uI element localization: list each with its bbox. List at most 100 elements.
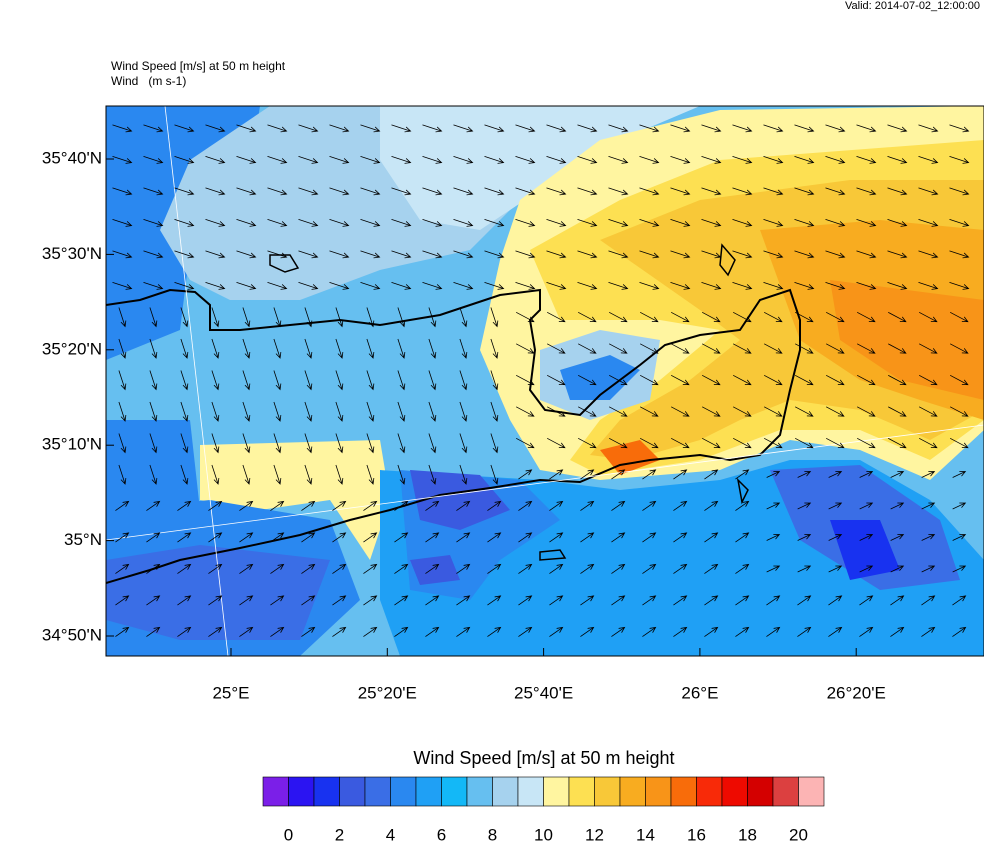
wind-arrow <box>794 311 814 323</box>
wind-arrow <box>301 500 316 511</box>
wind-arrow <box>887 437 907 449</box>
wind-arrow <box>580 469 595 480</box>
field-region <box>830 520 900 580</box>
wind-arrow <box>549 532 564 543</box>
lat-label: 34°50'N <box>42 625 102 644</box>
wind-arrow <box>887 374 907 386</box>
wind-arrow <box>735 626 750 637</box>
wind-arrow <box>825 187 846 196</box>
wind-arrow <box>425 532 440 543</box>
wind-arrow <box>701 282 722 290</box>
wind-arrow <box>174 156 195 164</box>
wind-arrow <box>273 401 282 422</box>
wind-arrow <box>115 563 130 574</box>
wind-arrow <box>608 311 628 323</box>
wind-arrow <box>366 370 375 391</box>
lon-label: 26°20'E <box>827 683 886 702</box>
wind-arrow <box>608 156 629 164</box>
lon-label: 25°20'E <box>358 683 417 702</box>
colorbar-label: 10 <box>534 825 553 844</box>
wind-arrow <box>611 500 626 511</box>
wind-arrow <box>763 311 783 323</box>
wind-arrow <box>453 187 474 196</box>
colorbar-swatch <box>670 776 697 807</box>
wind-arrow <box>732 187 753 196</box>
field-region <box>200 440 390 560</box>
wind-arrow <box>180 370 189 391</box>
wind-arrow <box>797 595 812 606</box>
wind-arrow <box>608 124 629 133</box>
wind-arrow <box>360 219 381 227</box>
wind-arrow <box>360 282 381 290</box>
wind-arrow <box>428 338 437 359</box>
wind-arrow <box>828 565 843 573</box>
colorbar-label: 14 <box>636 825 655 844</box>
wind-arrow <box>394 595 409 606</box>
lat-label: 35°20'N <box>42 339 102 358</box>
wind-arrow <box>918 187 939 196</box>
wind-arrow <box>763 124 784 133</box>
wind-arrow <box>211 370 220 391</box>
wind-arrow <box>425 563 440 574</box>
wind-arrow <box>856 437 876 449</box>
wind-arrow <box>363 563 378 574</box>
wind-arrow <box>298 187 319 196</box>
wind-arrow <box>949 343 969 354</box>
wind-arrow <box>112 219 133 227</box>
wind-arrow <box>273 433 282 454</box>
wind-arrow <box>363 500 378 511</box>
wind-arrow <box>577 156 598 164</box>
colorbar-swatch <box>517 776 544 807</box>
wind-arrow <box>118 307 127 328</box>
wind-arrow <box>301 532 316 543</box>
wind-arrow <box>304 433 313 454</box>
wind-arrow <box>794 219 815 227</box>
wind-arrow <box>949 437 969 449</box>
wind-arrow <box>118 370 127 391</box>
colorbar-swatch <box>339 776 366 807</box>
wind-arrow <box>701 187 722 196</box>
wind-arrow <box>670 250 691 259</box>
wind-arrow <box>549 469 564 480</box>
wind-arrow <box>670 437 690 449</box>
wind-arrow <box>549 563 564 574</box>
wind-arrow <box>301 563 316 574</box>
latitude-labels: 35°40'N 35°30'N 35°20'N 35°10'N 35°N 34°50'N <box>42 148 114 644</box>
wind-arrow <box>794 374 814 386</box>
wind-arrow <box>270 626 285 637</box>
colorbar-swatch <box>747 776 774 807</box>
wind-arrow <box>639 282 660 290</box>
colorbar-label: 18 <box>738 825 757 844</box>
wind-arrow <box>949 219 970 227</box>
wind-arrow <box>205 250 226 259</box>
wind-arrow <box>642 469 657 480</box>
wind-arrow <box>949 156 970 164</box>
wind-arrow <box>236 124 257 133</box>
wind-arrow <box>735 563 750 574</box>
wind-arrow <box>701 250 722 259</box>
wind-arrow <box>484 282 505 290</box>
wind-arrow <box>825 343 845 354</box>
wind-arrow <box>825 156 846 164</box>
wind-arrow <box>180 464 189 485</box>
wind-arrow <box>918 219 939 227</box>
wind-arrow <box>608 250 629 259</box>
map-frame <box>105 105 984 657</box>
wind-arrow <box>639 156 660 164</box>
wind-arrow <box>577 437 597 449</box>
wind-arrow <box>887 311 907 323</box>
wind-arrow <box>577 343 597 354</box>
wind-arrow <box>490 370 499 391</box>
wind-arrow <box>422 124 443 133</box>
wind-arrow <box>236 282 257 290</box>
wind-arrow <box>856 311 876 323</box>
wind-arrow <box>211 433 220 454</box>
wind-arrow <box>732 124 753 133</box>
wind-arrow <box>735 500 750 511</box>
wind-arrow <box>577 124 598 133</box>
wind-arrow <box>825 406 845 417</box>
wind-arrow <box>242 401 251 422</box>
wind-arrow <box>180 433 189 454</box>
wind-arrow <box>608 219 629 227</box>
